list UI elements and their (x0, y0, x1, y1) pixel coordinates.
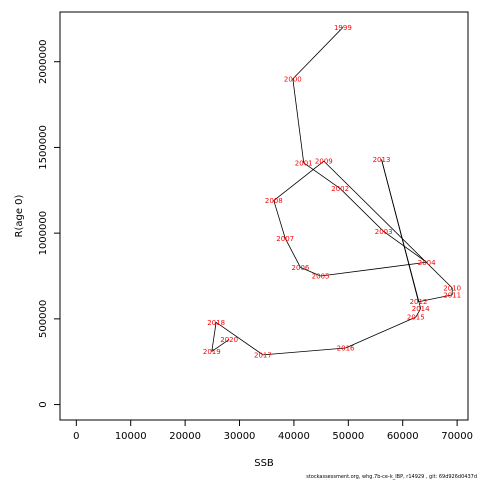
y-axis-title: R(age 0) (14, 194, 25, 237)
series-segment (292, 78, 305, 163)
year-label: 2001 (295, 159, 313, 167)
y-tick-label: 1000000 (38, 211, 49, 256)
x-tick-label: 20000 (169, 431, 201, 442)
series-segment (323, 160, 453, 289)
series-segment (418, 294, 453, 303)
plot-frame (59, 11, 469, 421)
year-label: 2011 (443, 291, 461, 299)
year-label: 2009 (315, 158, 333, 166)
series-segment (211, 322, 217, 352)
year-label: 2017 (254, 351, 272, 359)
series-segment (345, 316, 416, 349)
x-tick-label: 60000 (387, 431, 419, 442)
series-segment (211, 339, 230, 352)
series-segment (284, 238, 301, 268)
x-tick-label: 40000 (278, 431, 310, 442)
x-tick-label: 0 (73, 431, 79, 442)
series-segment (339, 188, 384, 232)
series-segment (303, 162, 341, 189)
year-label: 2000 (284, 75, 302, 83)
series-path (211, 27, 453, 356)
year-label: 2015 (407, 314, 425, 322)
x-axis: 0 10000 20000 30000 40000 50000 60000 70000 (73, 420, 473, 442)
x-tick-label: 70000 (441, 431, 473, 442)
year-label: 2003 (375, 228, 393, 236)
year-label: 2018 (207, 319, 225, 327)
y-tick-label: 500000 (38, 300, 49, 338)
series-segment (273, 200, 286, 239)
x-tick-label: 50000 (332, 431, 364, 442)
year-label: 2013 (373, 156, 391, 164)
series-segment (262, 347, 346, 356)
series-segment (300, 267, 321, 277)
year-label: 2008 (265, 197, 283, 205)
year-label: 2014 (412, 305, 430, 313)
y-tick-label: 0 (38, 401, 49, 407)
series-segment (415, 308, 422, 318)
x-tick-label: 30000 (224, 431, 256, 442)
year-label: 2010 (443, 285, 461, 293)
credit-text: stockassessment.org, whg.7b-ce-k_IBP, r1… (306, 474, 477, 480)
year-label: 1999 (334, 24, 352, 32)
y-tick-label: 1500000 (38, 125, 49, 170)
y-axis: 0 500000 1000000 1500000 2000000 (38, 39, 60, 408)
year-label: 2004 (418, 259, 436, 267)
year-label: 2002 (331, 185, 349, 193)
series-segment (292, 27, 344, 80)
year-label: 2007 (276, 235, 294, 243)
series-segment (381, 159, 422, 309)
year-label: 2019 (203, 348, 221, 356)
series-segment (273, 160, 325, 201)
year-label: 2005 (312, 273, 330, 281)
series-segment (383, 231, 427, 263)
x-tick-label: 10000 (115, 431, 147, 442)
year-label: 2006 (292, 264, 310, 272)
series-segment (320, 261, 427, 277)
x-axis-title: SSB (254, 458, 274, 469)
y-tick-label: 2000000 (38, 39, 49, 84)
year-label: 2012 (410, 298, 428, 306)
year-label: 2020 (220, 336, 238, 344)
year-label: 2016 (337, 345, 355, 353)
series-segment (215, 321, 264, 356)
